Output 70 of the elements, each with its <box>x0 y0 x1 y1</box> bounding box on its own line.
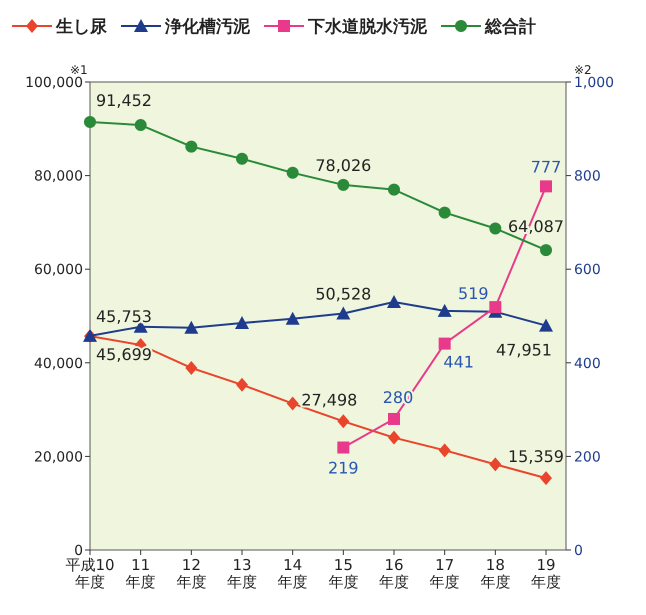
x-tick-label: 12年度 <box>176 556 206 591</box>
point <box>236 378 248 392</box>
point <box>185 140 198 153</box>
x-tick-label: 15年度 <box>328 556 358 591</box>
point <box>387 294 401 308</box>
data-label: 91,452 <box>96 91 152 110</box>
point <box>134 119 147 132</box>
legend-label: 下水道脱水汚泥 <box>307 17 428 37</box>
x-tick-label: 17年度 <box>430 556 460 591</box>
point <box>337 414 350 428</box>
legend-label: 浄化槽汚泥 <box>164 17 251 37</box>
point <box>235 316 249 330</box>
data-label: 45,753 <box>96 306 152 326</box>
y2-tick-label: 600 <box>574 262 601 278</box>
text: ※2 <box>574 63 592 77</box>
data-label: 50,528 <box>315 284 372 304</box>
point <box>489 222 502 234</box>
data-label: 15,359 <box>508 447 564 466</box>
point <box>438 338 451 350</box>
x-tick-label: 11年度 <box>126 556 156 591</box>
point <box>337 442 350 454</box>
point <box>388 412 400 425</box>
point <box>286 396 299 411</box>
y-tick-label: 60,000 <box>34 262 83 278</box>
point <box>286 312 300 325</box>
text: ※1 <box>70 63 88 77</box>
legend-label: 生し尿 <box>55 17 108 37</box>
point <box>236 152 248 165</box>
y-tick-label: 20,000 <box>34 449 83 466</box>
point <box>336 306 350 320</box>
y2-tick-label: 0 <box>574 543 583 559</box>
data-label: 45,699 <box>96 345 152 364</box>
y-tick-label: 80,000 <box>34 168 83 185</box>
point <box>184 320 198 334</box>
x-tick-label: 18年度 <box>480 556 510 591</box>
y-tick-label: 0 <box>74 543 83 559</box>
point <box>539 318 553 332</box>
legend-label: 総合計 <box>484 17 536 37</box>
data-label: 777 <box>530 157 562 176</box>
y-tick-label: 100,000 <box>25 75 83 91</box>
y2-tick-label: 800 <box>574 168 601 185</box>
point <box>438 304 452 317</box>
point <box>286 166 299 179</box>
point <box>388 184 400 196</box>
point <box>388 430 400 445</box>
point <box>540 244 552 256</box>
point <box>185 360 198 375</box>
point <box>540 180 552 192</box>
point <box>337 178 350 191</box>
data-label: 519 <box>458 284 489 304</box>
point <box>84 116 96 128</box>
data-label: 441 <box>443 352 474 372</box>
x-tick-label: 13年度 <box>227 556 257 591</box>
y2-tick-label: 400 <box>574 356 601 372</box>
point <box>438 443 451 458</box>
point <box>489 301 502 314</box>
x-tick-label: 平成10年度 <box>65 556 115 591</box>
y2-tick-label: 200 <box>574 449 601 466</box>
data-label: 27,498 <box>301 390 358 410</box>
x-tick-label: 19年度 <box>531 556 561 591</box>
point <box>438 206 451 219</box>
x-tick-label: 16年度 <box>379 556 409 591</box>
y2-tick-label: 1,000 <box>574 75 614 91</box>
point <box>489 457 502 472</box>
point <box>540 471 552 486</box>
data-label: 219 <box>328 458 359 478</box>
x-tick-label: 14年度 <box>278 556 308 591</box>
data-label: 78,026 <box>315 156 372 175</box>
data-label: 47,951 <box>496 340 552 360</box>
y-tick-label: 40,000 <box>34 356 83 372</box>
